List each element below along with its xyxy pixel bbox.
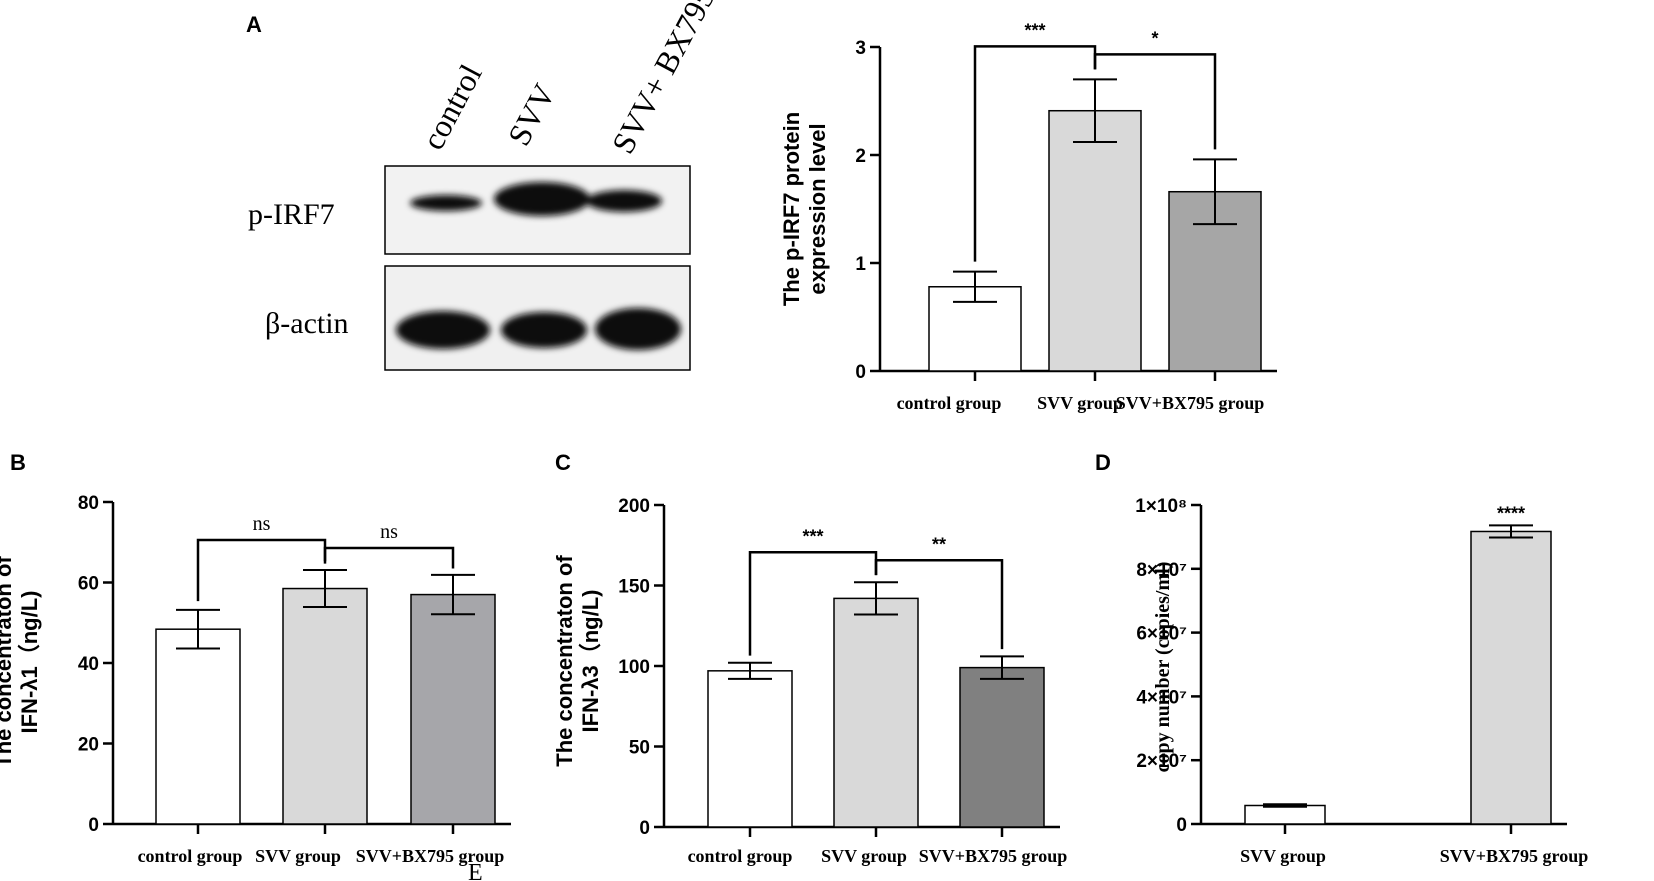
y-tick-label: 100 <box>618 657 650 678</box>
significance-label: ns <box>380 521 398 543</box>
stray-label: E <box>468 860 483 881</box>
bar <box>282 587 368 825</box>
significance-label: ns <box>253 513 271 535</box>
y-tick-label: 40 <box>78 654 99 675</box>
bar <box>1470 530 1552 825</box>
panel-letter-c: C <box>555 450 571 475</box>
significance-label: *** <box>1024 20 1045 40</box>
y-tick-label: 200 <box>618 496 650 517</box>
chart-c: 0 50 100 150 200 control group SVV group SVV+BX… <box>552 496 1067 866</box>
y-tick-label: 150 <box>618 577 650 598</box>
chart-b: 0 20 40 60 80 control group SVV group SVV+BX795… <box>0 493 511 866</box>
blot-lane-label-control: control <box>414 58 488 155</box>
blot-lane-label-svv: SVV <box>500 78 562 151</box>
x-tick-label: SVV group <box>255 846 341 866</box>
bar <box>1048 109 1142 372</box>
y-tick-label: 3 <box>855 38 866 59</box>
bar <box>833 597 919 828</box>
y-tick-label: 20 <box>78 735 99 756</box>
y-axis-label: IFN-λ3（ng/L) <box>578 590 603 733</box>
y-axis-label: expression level <box>805 123 830 294</box>
y-tick-label: 0 <box>855 362 866 383</box>
x-tick-label: SVV+BX795 group <box>356 846 504 866</box>
panel-letter-b: B <box>10 450 26 475</box>
y-tick-label: 2×10⁷ <box>1136 751 1187 772</box>
y-tick-label: 4×10⁷ <box>1136 687 1187 708</box>
bar <box>155 628 241 825</box>
y-tick-label: 50 <box>629 738 650 759</box>
y-tick-label: 6×10⁷ <box>1136 624 1187 645</box>
y-tick-label: 0 <box>639 818 650 839</box>
x-tick-label: SVV+BX795 group <box>1440 846 1588 866</box>
blot-lane-label-svv-bx795: SVV+ BX795 <box>604 0 721 159</box>
y-tick-label: 2 <box>855 146 866 167</box>
significance-label: ** <box>932 534 946 554</box>
blot-row-label-beta-actin: β-actin <box>265 307 349 340</box>
blot-band-beta-actin-svv-bx795 <box>595 308 681 350</box>
y-axis-label: copy number (copies/ml) <box>1152 562 1174 773</box>
x-tick-label: control group <box>138 846 243 866</box>
x-tick-label: SVV+BX795 group <box>919 846 1067 866</box>
blot-band-p-irf7-control <box>410 195 482 211</box>
bar <box>707 670 793 828</box>
blot-row-label-p-irf7: p-IRF7 <box>248 198 335 231</box>
chart-d: 0 2×10⁷ 4×10⁷ 6×10⁷ 8×10⁷ 1×10⁸ SVV group SVV+B… <box>1135 496 1588 866</box>
y-tick-label: 1×10⁸ <box>1135 496 1187 517</box>
blot-band-beta-actin-svv <box>501 312 587 348</box>
y-tick-label: 80 <box>78 493 99 514</box>
blot-band-p-irf7-svv-bx795 <box>586 190 662 212</box>
y-tick-label: 1 <box>855 254 866 275</box>
x-tick-label: SVV group <box>1037 393 1123 413</box>
y-tick-label: 0 <box>88 815 99 836</box>
significance-label: *** <box>802 526 823 546</box>
bar <box>410 593 496 825</box>
significance-bracket <box>1093 53 1217 150</box>
significance-bracket <box>323 546 455 569</box>
x-tick-label: control group <box>688 846 793 866</box>
blot-band-beta-actin-control <box>396 311 490 349</box>
x-tick-label: SVV group <box>1240 846 1326 866</box>
y-tick-label: 0 <box>1176 815 1187 836</box>
bar <box>1244 804 1326 825</box>
y-axis-label: The p-IRF7 protein <box>779 112 804 306</box>
y-axis-label: The concentraton of <box>0 556 16 768</box>
x-tick-label: SVV+BX795 group <box>1116 393 1264 413</box>
x-tick-label: SVV group <box>821 846 907 866</box>
bar-significance-label: **** <box>1497 503 1525 523</box>
bar <box>959 666 1045 828</box>
y-tick-label: 60 <box>78 574 99 595</box>
blot-band-p-irf7-svv <box>494 182 590 216</box>
panel-letter-d: D <box>1095 450 1111 475</box>
y-axis-label: The concentraton of <box>552 555 577 767</box>
significance-bracket <box>874 559 1004 650</box>
y-tick-label: 8×10⁷ <box>1136 560 1187 581</box>
western-blot: control SVV SVV+ BX795 p-IRF7 β-actin <box>248 0 722 371</box>
y-axis-label: IFN-λ1（ng/L) <box>17 591 42 734</box>
x-tick-label: control group <box>897 393 1002 413</box>
panel-letter-a: A <box>246 12 262 37</box>
significance-label: * <box>1151 28 1158 48</box>
